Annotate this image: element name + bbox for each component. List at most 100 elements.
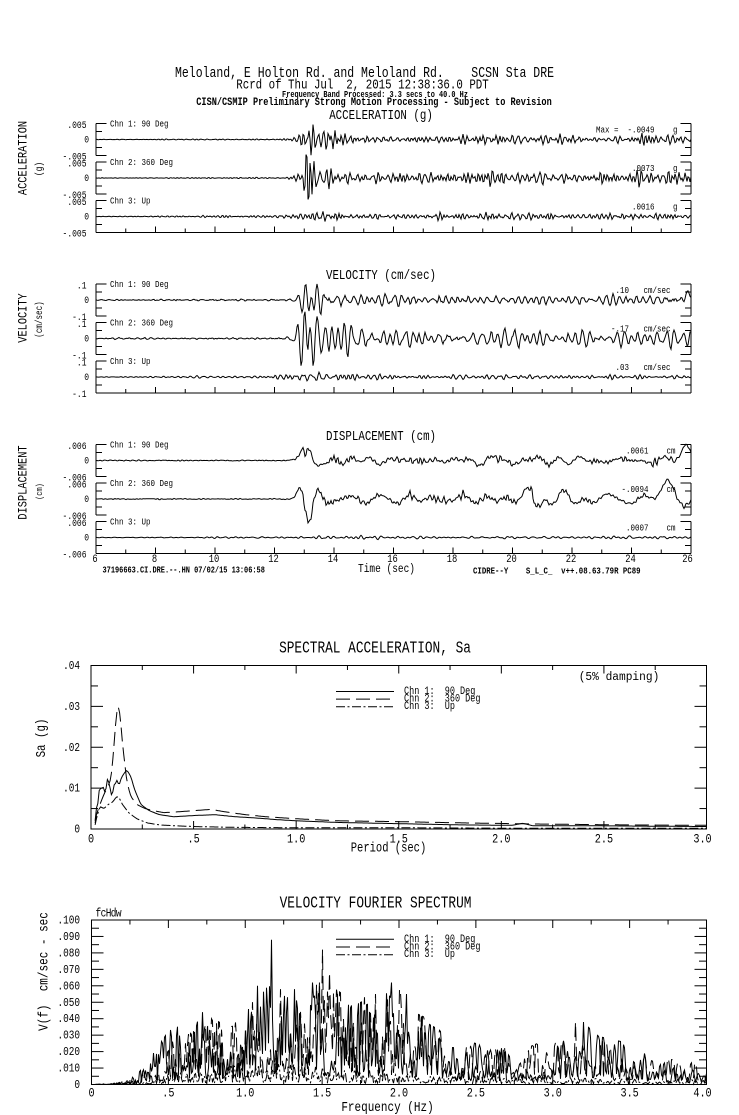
- svg-text:.050: .050: [57, 997, 80, 1010]
- svg-text:Chn 2: 360 Deg: Chn 2: 360 Deg: [404, 692, 481, 704]
- svg-text:g: g: [673, 163, 678, 174]
- svg-text:.060: .060: [57, 980, 80, 993]
- svg-text:Chn 3: Up: Chn 3: Up: [110, 196, 150, 207]
- svg-text:Frequency Band Processed: 3.3: Frequency Band Processed: 3.3 secs to 40…: [282, 90, 468, 100]
- svg-text:1.0: 1.0: [236, 1085, 254, 1101]
- svg-text:10: 10: [209, 554, 220, 566]
- svg-text:1.0: 1.0: [287, 831, 305, 847]
- svg-text:0: 0: [84, 133, 89, 145]
- svg-text:.1: .1: [77, 280, 87, 292]
- svg-text:0: 0: [84, 371, 89, 383]
- svg-text:.010: .010: [57, 1063, 80, 1076]
- svg-text:Rcrd of Thu Jul 2, 2015 12:38: Rcrd of Thu Jul 2, 2015 12:38:36.0 PDT: [236, 77, 488, 93]
- svg-text:Frequency (Hz): Frequency (Hz): [341, 1099, 433, 1115]
- svg-text:.100: .100: [57, 915, 80, 928]
- svg-text:0: 0: [88, 1085, 94, 1101]
- svg-text:0: 0: [84, 172, 89, 184]
- svg-text:0: 0: [84, 294, 89, 306]
- svg-text:.5: .5: [187, 831, 199, 847]
- svg-text:Max = -.0049: Max = -.0049: [596, 124, 654, 135]
- svg-text:0: 0: [84, 332, 89, 344]
- svg-text:(cm): (cm): [35, 483, 45, 500]
- svg-text:.005: .005: [67, 196, 86, 208]
- svg-text:.02: .02: [63, 742, 80, 755]
- svg-text:26: 26: [682, 554, 693, 566]
- svg-text:.10: .10: [616, 285, 629, 296]
- svg-text:Time (sec): Time (sec): [358, 563, 415, 576]
- svg-text:.1: .1: [77, 318, 87, 330]
- svg-text:Meloland, E Holton Rd. and Mel: Meloland, E Holton Rd. and Meloland Rd. …: [175, 65, 554, 82]
- svg-text:SPECTRAL ACCELERATION, Sa: SPECTRAL ACCELERATION, Sa: [279, 640, 471, 658]
- svg-text:.020: .020: [57, 1046, 80, 1059]
- svg-text:16: 16: [387, 554, 398, 566]
- svg-text:Chn 2: 360 Deg: Chn 2: 360 Deg: [110, 318, 173, 329]
- svg-text:Chn 3: Up: Chn 3: Up: [404, 700, 455, 712]
- svg-text:.040: .040: [57, 1013, 80, 1026]
- svg-text:-.005: -.005: [63, 228, 87, 240]
- svg-text:Chn 1: 90 Deg: Chn 1: 90 Deg: [110, 440, 168, 451]
- svg-text:-.1: -.1: [72, 350, 87, 362]
- svg-text:.080: .080: [57, 947, 80, 960]
- svg-text:3.0: 3.0: [544, 1085, 562, 1101]
- svg-text:-.005: -.005: [63, 189, 87, 201]
- svg-text:2.5: 2.5: [467, 1085, 485, 1101]
- svg-text:-.006: -.006: [63, 549, 87, 561]
- svg-text:4.0: 4.0: [693, 1085, 711, 1101]
- svg-text:Chn 2: 360 Deg: Chn 2: 360 Deg: [110, 157, 173, 168]
- svg-text:cm: cm: [667, 484, 676, 495]
- svg-text:cm/sec: cm/sec: [644, 362, 671, 373]
- svg-text:Chn 1: 90 Deg: Chn 1: 90 Deg: [404, 933, 475, 945]
- svg-text:cm: cm: [667, 445, 676, 456]
- svg-text:DISPLACEMENT: DISPLACEMENT: [15, 445, 31, 519]
- svg-text:DISPLACEMENT (cm): DISPLACEMENT (cm): [326, 429, 436, 445]
- svg-text:.0007: .0007: [626, 522, 649, 533]
- svg-text:(cm/sec): (cm/sec): [34, 301, 45, 337]
- svg-text:ACCELERATION: ACCELERATION: [15, 121, 31, 195]
- svg-text:-.1: -.1: [72, 388, 87, 400]
- svg-text:6: 6: [92, 554, 97, 566]
- svg-text:.030: .030: [57, 1030, 80, 1043]
- svg-text:-.0094: -.0094: [622, 484, 649, 495]
- svg-text:0: 0: [84, 493, 89, 505]
- svg-text:VELOCITY: VELOCITY: [15, 293, 31, 342]
- svg-text:-.005: -.005: [63, 151, 87, 163]
- svg-text:22: 22: [566, 554, 577, 566]
- svg-text:18: 18: [447, 554, 458, 566]
- svg-text:3.5: 3.5: [620, 1085, 638, 1101]
- svg-text:VELOCITY FOURIER SPECTRUM: VELOCITY FOURIER SPECTRUM: [280, 895, 472, 913]
- svg-text:0: 0: [88, 831, 94, 847]
- svg-text:Sa (g): Sa (g): [34, 719, 50, 758]
- svg-text:.006: .006: [67, 479, 86, 491]
- svg-text:14: 14: [328, 554, 339, 566]
- svg-text:.04: .04: [63, 660, 80, 673]
- svg-text:Chn 2: 360 Deg: Chn 2: 360 Deg: [110, 478, 173, 489]
- svg-text:.01: .01: [63, 783, 80, 796]
- svg-text:(5% damping): (5% damping): [579, 670, 660, 685]
- svg-text:.1: .1: [77, 357, 87, 369]
- svg-text:Chn 1: 90 Deg: Chn 1: 90 Deg: [110, 119, 168, 130]
- svg-text:0: 0: [84, 210, 89, 222]
- svg-text:2.0: 2.0: [390, 1085, 408, 1101]
- svg-text:2.0: 2.0: [492, 831, 510, 847]
- svg-text:Chn 3: Up: Chn 3: Up: [404, 948, 455, 960]
- svg-text:CIDRE--Y S_L_C_ v++.08.63.: CIDRE--Y S_L_C_ v++.08.63.79R PC89: [473, 565, 641, 576]
- svg-text:VELOCITY (cm/sec): VELOCITY (cm/sec): [326, 268, 436, 284]
- svg-text:.03: .03: [616, 362, 629, 373]
- svg-text:cm/sec: cm/sec: [644, 285, 671, 296]
- svg-text:0: 0: [84, 531, 89, 543]
- svg-text:.0061: .0061: [626, 445, 649, 456]
- svg-text:-.006: -.006: [63, 472, 87, 484]
- svg-text:.03: .03: [63, 701, 80, 714]
- svg-text:2.5: 2.5: [595, 831, 613, 847]
- svg-text:cm/sec: cm/sec: [644, 323, 671, 334]
- svg-text:Period (sec): Period (sec): [351, 840, 427, 856]
- svg-text:Chn 3: Up: Chn 3: Up: [110, 356, 150, 367]
- svg-text:.006: .006: [67, 517, 86, 529]
- svg-text:g: g: [673, 201, 678, 212]
- svg-text:.005: .005: [67, 158, 86, 170]
- svg-text:fcHdw: fcHdw: [96, 908, 122, 921]
- svg-text:CISN/CSMIP Preliminary Strong: CISN/CSMIP Preliminary Strong Motion Pro…: [196, 96, 552, 108]
- svg-text:0: 0: [84, 454, 89, 466]
- svg-text:.005: .005: [67, 119, 86, 131]
- svg-text:-.006: -.006: [63, 510, 87, 522]
